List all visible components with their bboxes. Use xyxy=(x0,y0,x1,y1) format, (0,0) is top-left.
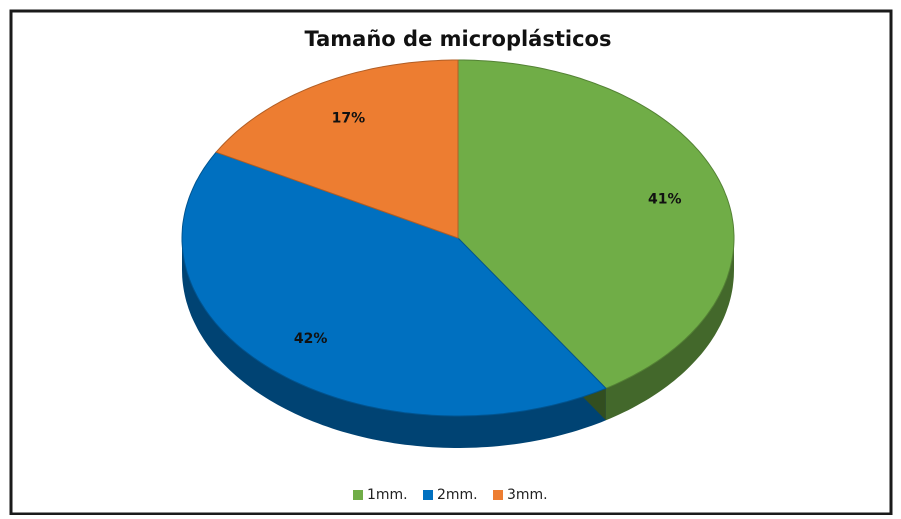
legend-swatch xyxy=(493,490,503,500)
data-label: 17% xyxy=(332,110,366,126)
pie-side xyxy=(182,238,606,448)
pie-slice xyxy=(181,151,607,417)
pie-slice xyxy=(457,59,735,389)
legend-label: 1mm. xyxy=(367,487,408,503)
legend-label: 2mm. xyxy=(437,487,478,503)
pie-side xyxy=(605,238,734,421)
chart-title: Tamaño de microplásticos xyxy=(305,27,612,51)
data-label: 41% xyxy=(648,191,682,207)
legend-label: 3mm. xyxy=(507,487,548,503)
legend: 1mm. 2mm. 3mm. xyxy=(353,487,548,503)
data-label: 42% xyxy=(294,331,328,347)
legend-swatch xyxy=(423,490,433,500)
pie-slice xyxy=(215,59,459,239)
legend-swatch xyxy=(353,490,363,500)
pie: 41% 42% 17% xyxy=(181,59,735,448)
